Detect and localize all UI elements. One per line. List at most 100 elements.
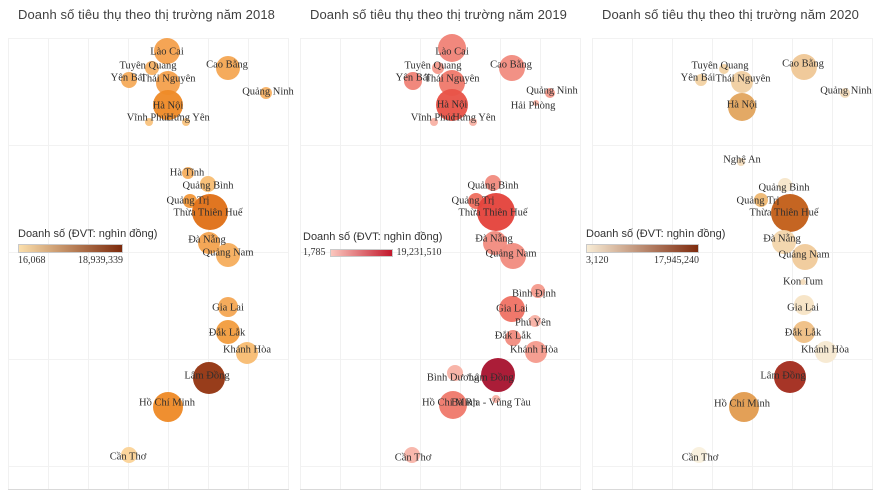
- bubble-label-Hà Tĩnh: Hà Tĩnh: [169, 167, 205, 179]
- bubble-Kon Tum[interactable]: [800, 279, 806, 285]
- bubble-label-Tuyên Quang: Tuyên Quang: [691, 60, 749, 72]
- bubble-Hà Nội[interactable]: [153, 90, 183, 120]
- bubble-Quảng Ninh[interactable]: [840, 88, 850, 98]
- bubble-Quảng Nam[interactable]: [216, 243, 240, 267]
- bubble-Cao Bằng[interactable]: [499, 55, 525, 81]
- bubble-label-Đà Nẵng: Đà Nẵng: [763, 233, 801, 245]
- bubble-Tuyên Quang[interactable]: [145, 61, 159, 75]
- bubble-Bà Rịa - Vũng Tàu[interactable]: [492, 395, 500, 403]
- bubble-Hải Phòng[interactable]: [533, 100, 539, 106]
- bubble-Tuyên Quang[interactable]: [719, 64, 729, 74]
- bubble-label-Yên Bái: Yên Bái: [110, 72, 146, 84]
- bubble-Lâm Đồng[interactable]: [481, 358, 515, 392]
- bubble-label-Bình Dương: Bình Dương: [426, 372, 480, 384]
- bubble-Quảng Trị[interactable]: [754, 193, 768, 207]
- bubble-label-Thái Nguyên: Thái Nguyên: [424, 73, 480, 85]
- panel-2019: Doanh số tiêu thụ theo thị trường năm 20…: [292, 0, 585, 496]
- bubble-Quảng Ninh[interactable]: [545, 88, 555, 98]
- bubble-Quảng Bình[interactable]: [200, 176, 216, 192]
- legend-gradient-bar-2020[interactable]: [586, 244, 699, 253]
- bubble-Cao Bằng[interactable]: [216, 56, 240, 80]
- bubble-Quảng Ninh[interactable]: [260, 87, 272, 99]
- bubble-Lâm Đồng[interactable]: [193, 362, 225, 394]
- bubble-label-Quảng Bình: Quảng Bình: [182, 180, 234, 192]
- bubble-label-Hải Phòng: Hải Phòng: [510, 100, 556, 112]
- bubble-label-Hà Nội: Hà Nội: [436, 99, 468, 111]
- bubble-Lào Cai[interactable]: [438, 34, 466, 62]
- bubble-Vĩnh Phúc[interactable]: [145, 118, 153, 126]
- color-legend-2018: Doanh số (ĐVT: nghìn đồng) 16,068 18,939…: [18, 228, 158, 266]
- bubble-Phú Yên[interactable]: [529, 315, 541, 327]
- bubble-label-Hưng Yên: Hưng Yên: [166, 112, 210, 124]
- bubble-label-Thái Nguyên: Thái Nguyên: [715, 73, 771, 85]
- legend-title-2018: Doanh số (ĐVT: nghìn đồng): [18, 228, 158, 240]
- bubble-label-Tuyên Quang: Tuyên Quang: [119, 60, 177, 72]
- bubble-Bình Dương[interactable]: [447, 365, 463, 381]
- bubble-label-Lâm Đồng: Lâm Đồng: [184, 370, 230, 382]
- bubble-Gia Lai[interactable]: [794, 295, 814, 315]
- bubble-Hà Nội[interactable]: [436, 89, 468, 121]
- bubble-Vĩnh Phúc[interactable]: [430, 118, 438, 126]
- bubble-Đắk Lắk[interactable]: [793, 321, 815, 343]
- bubble-label-Lâm Đồng: Lâm Đồng: [760, 370, 806, 382]
- bubble-Gia Lai[interactable]: [218, 297, 238, 317]
- bubble-label-Quảng Ninh: Quảng Ninh: [820, 85, 872, 97]
- bubble-Thừa Thiên Huế[interactable]: [771, 194, 809, 232]
- bubble-label-Gia Lai: Gia Lai: [787, 302, 819, 314]
- bubble-Hưng Yên[interactable]: [182, 118, 190, 126]
- bubble-Quảng Bình[interactable]: [778, 178, 792, 192]
- bubble-Thái Nguyên[interactable]: [731, 71, 753, 93]
- bubble-Khánh Hòa[interactable]: [815, 341, 837, 363]
- bubble-Hồ Chí Minh[interactable]: [439, 391, 467, 419]
- bubble-label-Hưng Yên: Hưng Yên: [452, 112, 496, 124]
- bubble-Hồ Chí Minh[interactable]: [153, 392, 183, 422]
- bubble-label-Quảng Trị: Quảng Trị: [451, 195, 495, 207]
- bubble-label-Lào Cai: Lào Cai: [435, 46, 469, 58]
- bubble-Hà Tĩnh[interactable]: [182, 167, 194, 179]
- bubble-label-Hà Nội: Hà Nội: [152, 100, 184, 112]
- bubble-label-Lâm Đồng: Lâm Đồng: [468, 372, 514, 384]
- panel-2020: Doanh số tiêu thụ theo thị trường năm 20…: [584, 0, 877, 496]
- legend-title-2020: Doanh số (ĐVT: nghìn đồng): [586, 228, 726, 240]
- bubble-Quảng Nam[interactable]: [792, 244, 818, 270]
- plot-area-2019: Lào Cai Tuyên Quang Yên Bái Thái Nguyên Cao …: [292, 0, 585, 496]
- panel-title-2019: Doanh số tiêu thụ theo thị trường năm 20…: [309, 7, 568, 22]
- bubble-Đắk Lắk[interactable]: [216, 320, 240, 344]
- legend-max-2018: 18,939,339: [78, 255, 123, 266]
- bubble-label-Quảng Nam: Quảng Nam: [202, 247, 254, 259]
- bubble-Tuyên Quang[interactable]: [432, 62, 444, 74]
- panel-title-2020: Doanh số tiêu thụ theo thị trường năm 20…: [601, 7, 860, 22]
- bubble-Lâm Đồng[interactable]: [774, 361, 806, 393]
- bubble-label-Gia Lai: Gia Lai: [212, 302, 244, 314]
- bubble-Đà Nẵng[interactable]: [198, 232, 220, 254]
- bubble-Thừa Thiên Huế[interactable]: [477, 193, 515, 231]
- bubble-label-Phú Yên: Phú Yên: [514, 317, 552, 329]
- bubble-Hưng Yên[interactable]: [469, 118, 477, 126]
- color-legend-2019: Doanh số (ĐVT: nghìn đồng) 1,785 19,231,…: [303, 231, 442, 258]
- bubble-Cần Thơ[interactable]: [691, 447, 707, 463]
- bubble-Hà Nội[interactable]: [728, 93, 756, 121]
- legend-gradient-bar-2018[interactable]: [18, 244, 123, 253]
- bubble-Quảng Bình[interactable]: [485, 175, 501, 191]
- bubble-Yên Bái[interactable]: [695, 74, 707, 86]
- bubble-Bình Định[interactable]: [531, 284, 545, 298]
- bubble-Nghệ An[interactable]: [737, 158, 745, 166]
- bubble-Yên Bái[interactable]: [404, 72, 422, 90]
- bubble-Lào Cai[interactable]: [154, 38, 180, 64]
- bubble-Đà Nẵng[interactable]: [772, 230, 796, 254]
- bubble-Hồ Chí Minh[interactable]: [729, 392, 759, 422]
- bubble-label-Đà Nẵng: Đà Nẵng: [188, 234, 226, 246]
- bubble-Cần Thơ[interactable]: [121, 447, 137, 463]
- bubble-Gia Lai[interactable]: [499, 296, 525, 322]
- bubble-Khánh Hòa[interactable]: [236, 342, 258, 364]
- bubble-Thừa Thiên Huế[interactable]: [192, 194, 228, 230]
- bubble-Khánh Hòa[interactable]: [525, 341, 547, 363]
- bubble-Yên Bái[interactable]: [121, 72, 137, 88]
- legend-gradient-bar-2019[interactable]: [329, 248, 393, 257]
- bubble-Cần Thơ[interactable]: [404, 447, 420, 463]
- bubble-label-Quảng Ninh: Quảng Ninh: [526, 85, 578, 97]
- bubble-Cao Bằng[interactable]: [791, 54, 817, 80]
- bubble-label-Kon Tum: Kon Tum: [783, 276, 823, 288]
- bubble-Đắk Lắk[interactable]: [505, 330, 521, 346]
- bubble-Quảng Nam[interactable]: [500, 243, 526, 269]
